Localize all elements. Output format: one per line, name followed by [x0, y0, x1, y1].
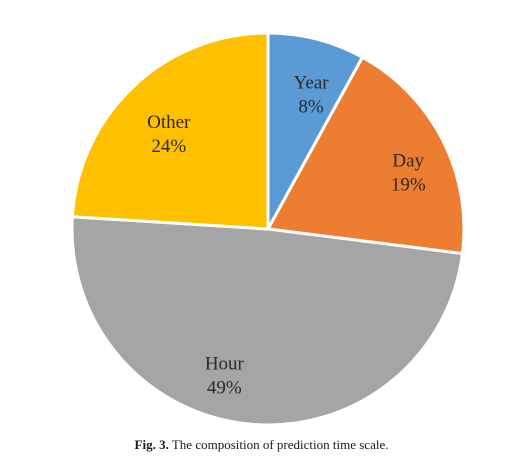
pie-slice-year: [266, 31, 364, 231]
pie-labels: Year 8% Day 19% Hour 49% Other 24%: [147, 72, 426, 398]
pie-slice-hour: [70, 215, 464, 427]
slice-value-label: 49%: [207, 377, 242, 398]
figure-number: Fig. 3.: [134, 437, 169, 452]
slice-category-label: Day: [392, 151, 424, 172]
slice-value-label: 19%: [391, 175, 426, 196]
pie-slice-other: [70, 31, 270, 231]
slice-category-label: Year: [294, 72, 330, 93]
slice-value-label: 8%: [298, 96, 324, 117]
slice-category-label: Hour: [205, 353, 245, 374]
caption-text: The composition of prediction time scale…: [171, 437, 389, 452]
pie-slices: [70, 31, 466, 427]
slice-category-label: Other: [147, 112, 191, 133]
pie-slice-day: [266, 55, 466, 256]
slice-value-label: 24%: [151, 136, 186, 157]
figure-caption: Fig. 3. The composition of prediction ti…: [0, 437, 523, 453]
